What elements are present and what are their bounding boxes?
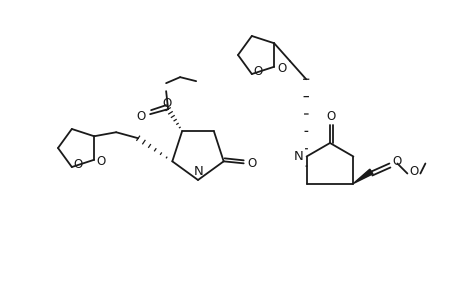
Text: O: O xyxy=(73,158,82,170)
Text: O: O xyxy=(326,110,335,122)
Text: O: O xyxy=(409,165,418,178)
Text: O: O xyxy=(136,110,146,123)
Text: O: O xyxy=(277,62,286,75)
Text: N: N xyxy=(293,150,303,163)
Text: O: O xyxy=(392,155,401,168)
Polygon shape xyxy=(353,169,372,184)
Text: O: O xyxy=(246,157,256,170)
Text: O: O xyxy=(252,64,262,77)
Text: O: O xyxy=(162,97,171,110)
Text: N: N xyxy=(194,165,203,178)
Text: O: O xyxy=(96,155,106,168)
